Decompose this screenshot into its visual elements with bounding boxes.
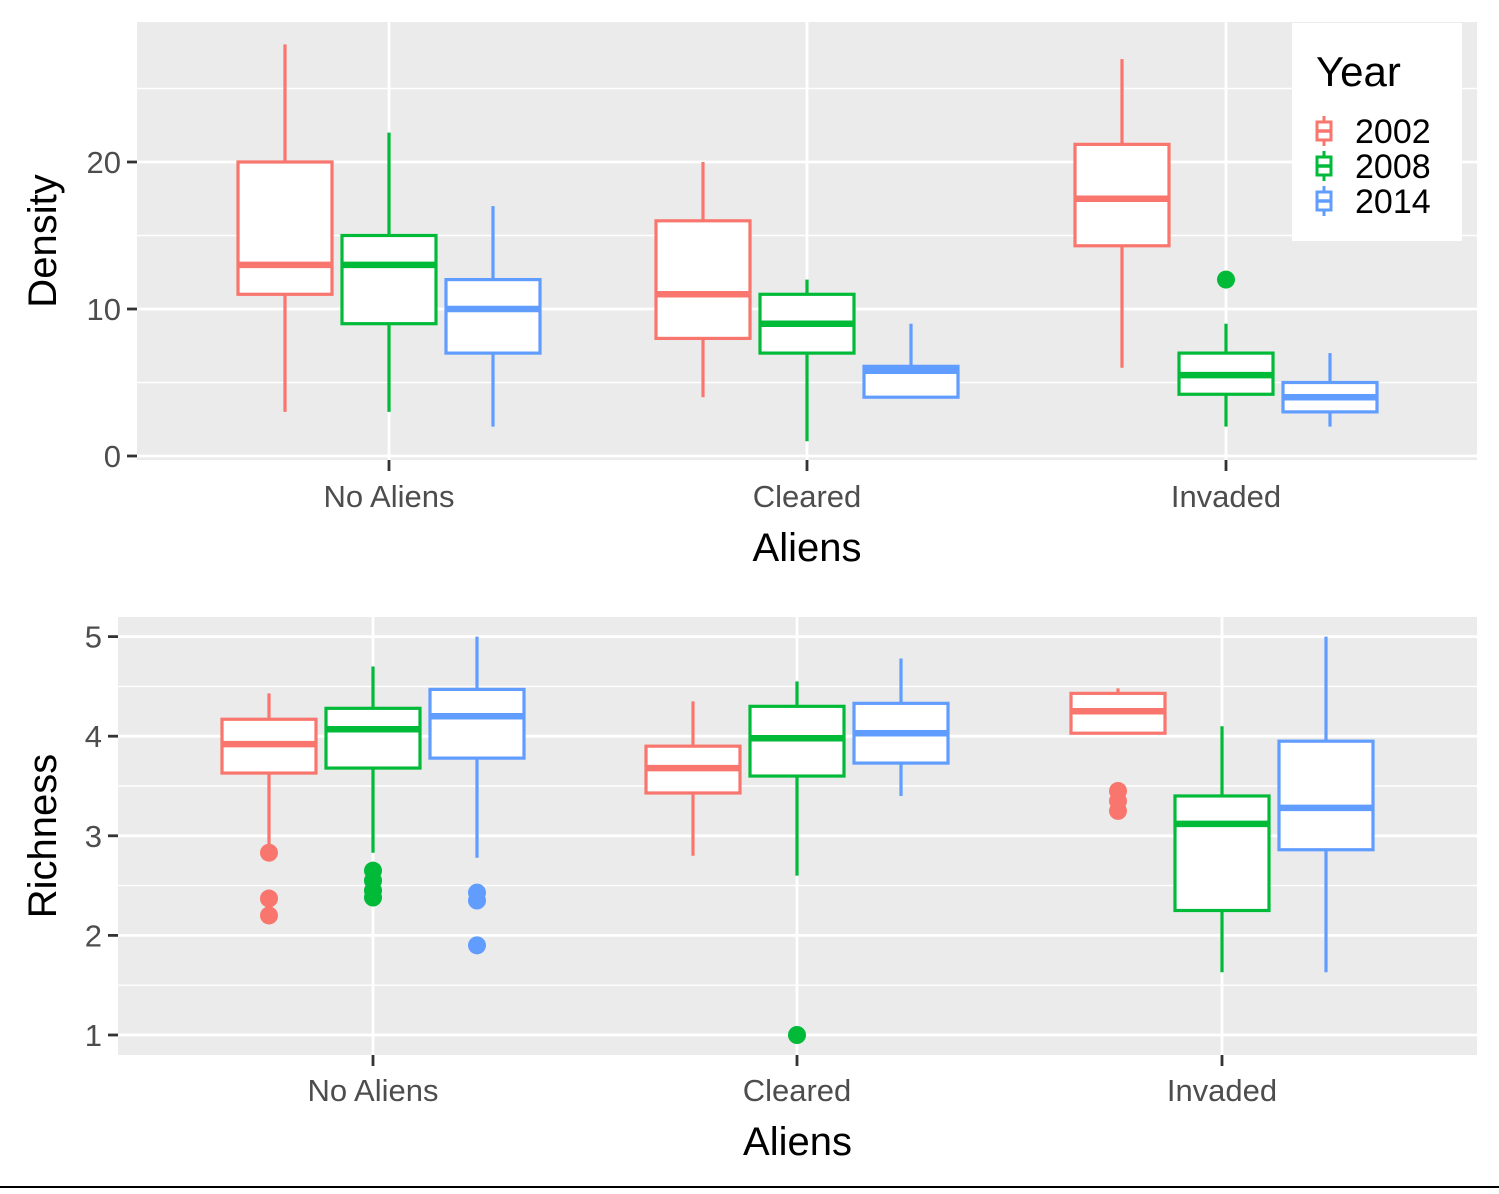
- box-body: [444, 278, 542, 355]
- box-2008-1: [758, 279, 856, 442]
- panel-2: 1 2 3 4 5 No Aliens Cleared Invaded Aliens Richne…: [21, 617, 1477, 1164]
- x-axis-title: Aliens: [743, 1120, 852, 1164]
- outlier-point: [468, 891, 486, 910]
- legend-key-2014: [1315, 186, 1333, 216]
- x-category-label: Invaded: [1167, 1073, 1277, 1108]
- box-2002-0: [220, 693, 318, 925]
- legend-label-2002: 2002: [1355, 113, 1431, 151]
- box-2002-2: [1069, 688, 1167, 820]
- box-body: [1073, 142, 1171, 248]
- box-body: [428, 687, 526, 760]
- box-2002-1: [654, 162, 752, 398]
- box-2002-1: [644, 701, 742, 856]
- box-2014-1: [862, 323, 960, 399]
- y-tick-label: 20: [87, 145, 121, 180]
- y-tick-label: 1: [85, 1018, 102, 1053]
- outlier-point: [260, 843, 278, 862]
- box-2014-2: [1277, 636, 1375, 973]
- x-category-label: No Aliens: [308, 1073, 439, 1108]
- outlier-point: [260, 889, 278, 908]
- outlier-point: [788, 1026, 806, 1044]
- y-axis-title: Richness: [21, 754, 65, 919]
- x-axis-title: Aliens: [753, 526, 862, 570]
- outlier-point: [364, 888, 382, 907]
- y-tick-label: 3: [85, 819, 102, 854]
- y-tick-label: 4: [85, 719, 102, 754]
- x-category-label: No Aliens: [324, 479, 455, 514]
- y-tick-label: 10: [87, 292, 121, 327]
- bottom-rule: [0, 1186, 1499, 1188]
- legend-label-2014: 2014: [1355, 183, 1431, 221]
- box-2008-2: [1173, 726, 1271, 973]
- y-tick-label: 5: [85, 620, 102, 655]
- box-body: [340, 233, 438, 326]
- box-2008-2: [1177, 270, 1275, 427]
- box-body: [1173, 794, 1271, 913]
- box-2008-0: [340, 132, 438, 412]
- y-tick-label: 2: [85, 918, 102, 953]
- box-body: [324, 706, 422, 770]
- legend-label-2008: 2008: [1355, 148, 1431, 186]
- y-tick-label: 0: [104, 439, 121, 474]
- x-category-label: Cleared: [753, 479, 862, 514]
- outlier-point: [260, 906, 278, 925]
- y-axis-title: Density: [21, 174, 65, 307]
- box-body: [1277, 739, 1375, 852]
- box-2002-2: [1073, 59, 1171, 368]
- box-2008-0: [324, 666, 422, 907]
- x-category-label: Cleared: [743, 1073, 852, 1108]
- outlier-point: [1109, 801, 1127, 820]
- legend-key-2008: [1315, 151, 1333, 181]
- outlier-point: [468, 936, 486, 955]
- box-2002-0: [236, 44, 334, 412]
- box-2014-0: [444, 206, 542, 427]
- box-2014-0: [428, 636, 526, 955]
- panel-1: 0 10 20 No Aliens Cleared Invaded Aliens Densit…: [21, 22, 1477, 570]
- box-2014-1: [852, 658, 950, 796]
- legend-key-2002: [1315, 116, 1333, 146]
- x-category-label: Invaded: [1171, 479, 1281, 514]
- box-body: [236, 160, 334, 296]
- outlier-point: [1217, 270, 1235, 289]
- box-body: [654, 219, 752, 341]
- legend-title: Year: [1316, 48, 1401, 95]
- box-2008-1: [748, 681, 846, 1044]
- box-2014-2: [1281, 353, 1379, 427]
